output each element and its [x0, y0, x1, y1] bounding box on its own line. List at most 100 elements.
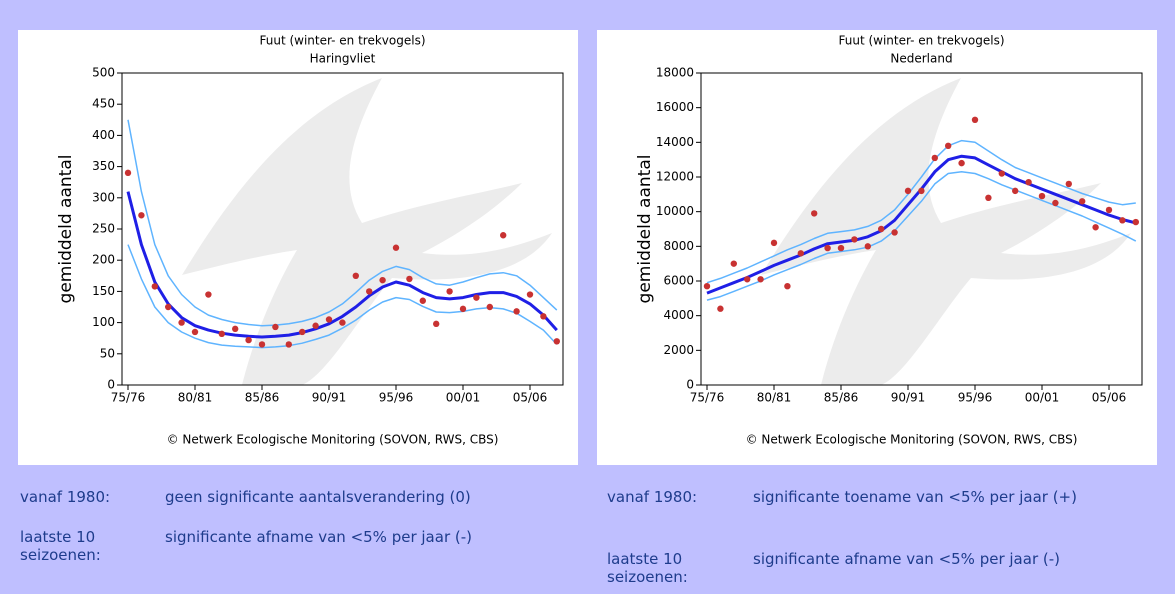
- data-point: [1092, 224, 1099, 231]
- confidence-line: [127, 244, 558, 349]
- x-tick-label: 95/96: [379, 391, 414, 405]
- y-tick-label: 200: [92, 253, 115, 267]
- data-point: [312, 322, 319, 329]
- data-point: [744, 276, 751, 283]
- data-point: [245, 336, 252, 344]
- note-label: laatste 10 seizoenen:: [607, 550, 688, 586]
- x-tick-label: 05/06: [513, 391, 548, 405]
- data-point: [433, 320, 440, 328]
- trend-line: [126, 191, 558, 339]
- data-point: [446, 288, 453, 295]
- y-tick-label: 4000: [663, 308, 694, 322]
- data-point: [419, 297, 426, 304]
- data-point: [797, 250, 804, 257]
- x-tick-label: 05/06: [1092, 391, 1127, 405]
- x-tick-label: 00/01: [446, 391, 481, 405]
- y-tick-label: 0: [686, 378, 694, 392]
- data-point: [1079, 198, 1086, 205]
- data-point: [258, 341, 266, 348]
- source-note: © Netwerk Ecologische Monitoring (SOVON,…: [167, 433, 499, 447]
- note-label: vanaf 1980:: [607, 488, 698, 506]
- bird-silhouette: [761, 78, 1131, 385]
- data-point: [1119, 217, 1126, 224]
- note-label: laatste 10 seizoenen:: [20, 528, 101, 564]
- data-point: [486, 303, 493, 311]
- data-point: [757, 276, 764, 283]
- note-text: significante afname van <5% per jaar (-): [165, 528, 472, 546]
- plot-frame: [700, 72, 1143, 386]
- data-point: [784, 283, 791, 290]
- data-point: [124, 169, 132, 177]
- y-tick-label: 16000: [656, 100, 694, 114]
- y-tick-label: 12000: [656, 170, 694, 184]
- confidence-line: [706, 139, 1136, 284]
- data-point: [878, 225, 885, 233]
- x-tick-label: 80/81: [178, 391, 213, 405]
- data-point: [703, 283, 711, 290]
- data-point: [218, 330, 225, 338]
- chart-panel: Fuut (winter- en trekvogels) Nederland gem…: [597, 30, 1157, 465]
- x-tick-label: 75/76: [690, 391, 725, 405]
- data-point: [379, 276, 386, 284]
- x-tick-label: 95/96: [958, 391, 993, 405]
- data-point: [392, 244, 400, 251]
- data-point: [191, 328, 199, 336]
- data-point: [945, 142, 952, 149]
- data-point: [513, 308, 520, 315]
- data-point: [998, 170, 1005, 177]
- data-point: [891, 229, 898, 236]
- data-point: [272, 323, 279, 331]
- confidence-line: [127, 119, 558, 327]
- data-point: [958, 159, 965, 167]
- chart-subtitle: Haringvliet: [310, 52, 376, 66]
- data-point: [473, 294, 480, 301]
- data-point: [730, 260, 737, 267]
- y-tick-label: 14000: [656, 135, 694, 149]
- y-axis-label: gemiddeld aantal: [635, 155, 655, 304]
- data-point: [285, 341, 292, 348]
- note-text: geen significante aantalsverandering (0): [165, 488, 471, 506]
- data-point: [178, 319, 185, 326]
- data-point: [1012, 187, 1019, 195]
- note-text: significante toename van <5% per jaar (+…: [753, 488, 1077, 506]
- plot-frame: [121, 72, 564, 386]
- y-tick-label: 400: [92, 128, 115, 142]
- data-point: [526, 291, 534, 298]
- y-tick-label: 0: [107, 378, 115, 392]
- data-point: [770, 239, 778, 247]
- data-point: [1038, 192, 1046, 200]
- data-point: [1132, 218, 1139, 226]
- data-point: [406, 275, 413, 283]
- y-tick-label: 18000: [656, 66, 694, 80]
- data-point: [366, 288, 373, 295]
- data-point: [717, 305, 724, 312]
- x-tick-label: 85/86: [245, 391, 280, 405]
- chart-title: Fuut (winter- en trekvogels): [838, 34, 1004, 48]
- data-point: [138, 212, 145, 219]
- x-tick-label: 85/86: [824, 391, 859, 405]
- plot-area: [182, 78, 552, 385]
- data-point: [205, 291, 212, 298]
- y-tick-label: 6000: [663, 274, 694, 288]
- data-point: [352, 272, 359, 279]
- data-point: [540, 313, 547, 320]
- data-point: [1025, 179, 1032, 186]
- x-tick-label: 80/81: [757, 391, 792, 405]
- y-tick-label: 450: [92, 97, 115, 111]
- data-point: [811, 210, 818, 217]
- x-tick-label: 75/76: [111, 391, 146, 405]
- note-label: vanaf 1980:: [20, 488, 111, 506]
- chart-subtitle: Nederland: [890, 52, 952, 66]
- data-point: [824, 244, 831, 252]
- plot-area: [761, 78, 1131, 385]
- x-tick-label: 90/91: [891, 391, 926, 405]
- data-point: [904, 187, 912, 195]
- data-point: [837, 244, 845, 252]
- bird-silhouette: [182, 78, 552, 385]
- y-axis-label: gemiddeld aantal: [56, 155, 76, 304]
- y-tick-label: 100: [92, 315, 115, 329]
- chart-title: Fuut (winter- en trekvogels): [259, 34, 425, 48]
- data-point: [1105, 206, 1113, 214]
- data-point: [459, 305, 467, 313]
